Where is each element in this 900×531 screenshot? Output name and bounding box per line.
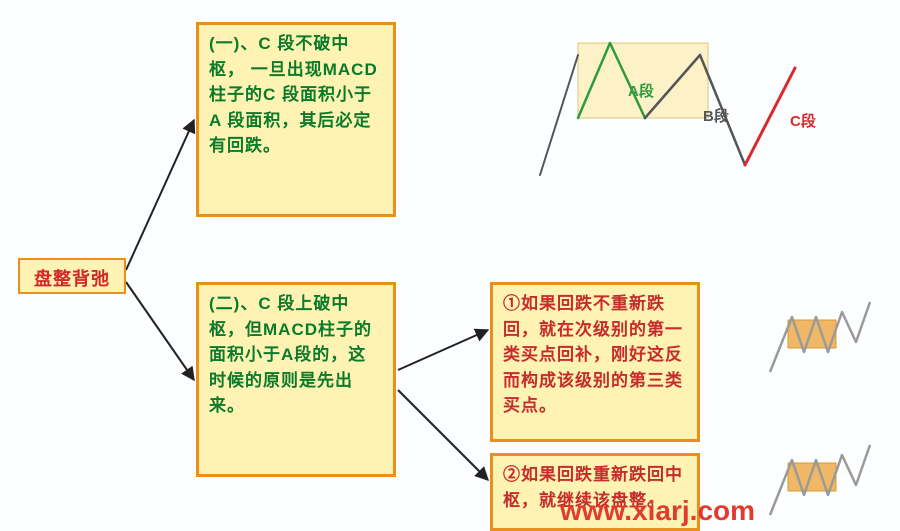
- seg-a-label: A段: [628, 80, 654, 101]
- watermark: www.xiarj.com: [560, 495, 755, 527]
- case-2-text: (二)、C 段上破中枢，但MACD柱子的面积小于A段的，这时候的原则是先出来。: [209, 294, 372, 415]
- seg-b-label: B段: [703, 105, 729, 126]
- root-node: 盘整背弛: [18, 258, 126, 294]
- diagram-svg: [0, 0, 900, 529]
- subcase-1-text: ①如果回跌不重新跌回，就在次级别的第一类买点回补，刚好这反而构成该级别的第三类买…: [503, 294, 683, 415]
- seg-c-label: C段: [790, 110, 816, 131]
- case-1-box: (一)、C 段不破中枢， 一旦出现MACD柱子的C 段面积小于 A 段面积，其后…: [196, 22, 396, 217]
- subcase-1-box: ①如果回跌不重新跌回，就在次级别的第一类买点回补，刚好这反而构成该级别的第三类买…: [490, 282, 700, 442]
- root-label: 盘整背弛: [34, 269, 110, 289]
- case-1-text: (一)、C 段不破中枢， 一旦出现MACD柱子的C 段面积小于 A 段面积，其后…: [209, 34, 378, 155]
- watermark-text: www.xiarj.com: [560, 495, 755, 526]
- case-2-box: (二)、C 段上破中枢，但MACD柱子的面积小于A段的，这时候的原则是先出来。: [196, 282, 396, 477]
